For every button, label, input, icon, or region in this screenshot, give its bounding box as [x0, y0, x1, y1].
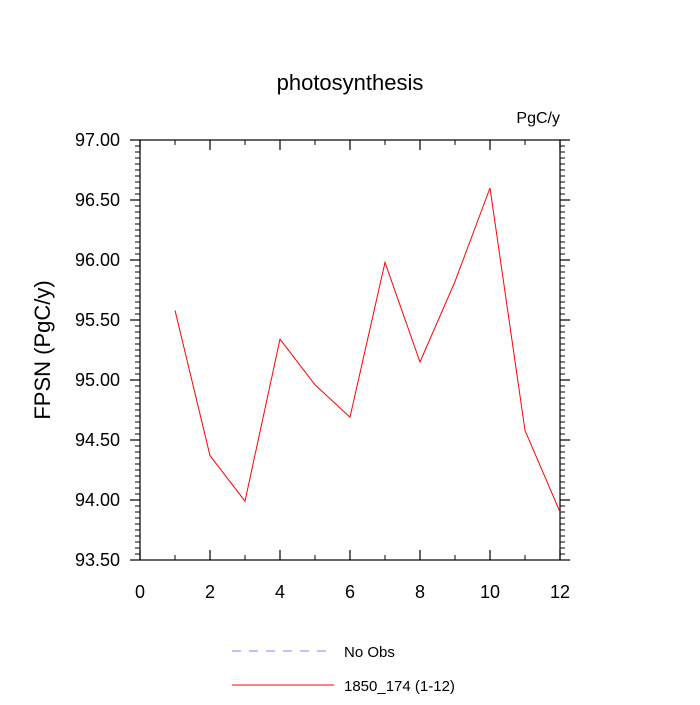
x-tick-label: 0	[135, 582, 145, 602]
legend-label: No Obs	[344, 644, 395, 661]
y-tick-label: 95.50	[75, 310, 120, 330]
chart-title: photosynthesis	[277, 70, 424, 95]
legend: No Obs 1850_174 (1-12)	[232, 644, 455, 695]
units-label: PgC/y	[516, 110, 560, 127]
y-tick-label: 95.00	[75, 370, 120, 390]
y-tick-label: 97.00	[75, 130, 120, 150]
minor-ticks	[135, 140, 565, 560]
plot-frame	[139, 139, 561, 561]
tick-labels: 0 2 4 6 8 10 12 93.50 94.00 94.50 95.00 95.50 96.00 9…	[75, 130, 570, 602]
legend-label: 1850_174 (1-12)	[344, 678, 455, 695]
y-tick-label: 93.50	[75, 550, 120, 570]
y-tick-label: 94.00	[75, 490, 120, 510]
x-tick-label: 2	[205, 582, 215, 602]
y-tick-label: 94.50	[75, 430, 120, 450]
x-tick-label: 6	[345, 582, 355, 602]
y-tick-label: 96.50	[75, 190, 120, 210]
series-line	[174, 187, 561, 513]
x-tick-label: 8	[415, 582, 425, 602]
x-tick-label: 10	[480, 582, 500, 602]
y-axis-label: FPSN (PgC/y)	[30, 280, 55, 419]
x-tick-label: 12	[550, 582, 570, 602]
series-layer	[174, 187, 561, 513]
y-tick-label: 96.00	[75, 250, 120, 270]
major-ticks	[130, 139, 570, 561]
x-tick-label: 4	[275, 582, 285, 602]
